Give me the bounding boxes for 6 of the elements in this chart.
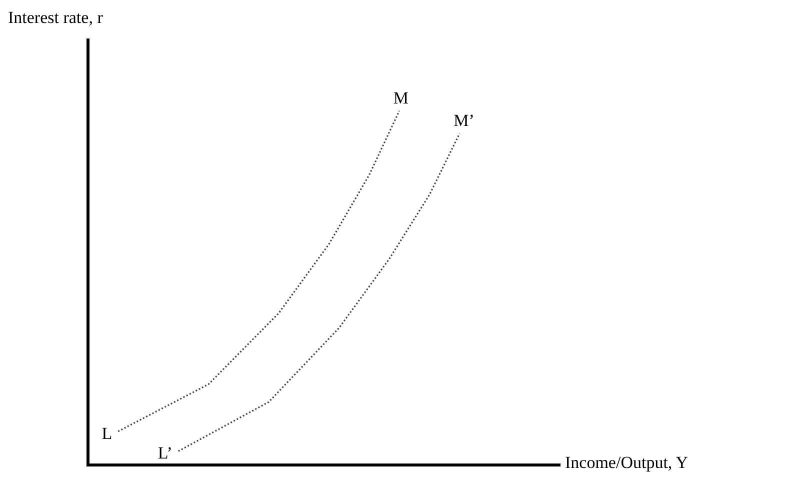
x-axis-title: Income/Output, Y [565, 453, 688, 473]
y-axis-title: Interest rate, r [8, 8, 103, 28]
annotation: L [102, 424, 112, 443]
annotation: L’ [158, 444, 172, 463]
text: M [393, 88, 408, 108]
annotation: M’ [454, 110, 474, 130]
